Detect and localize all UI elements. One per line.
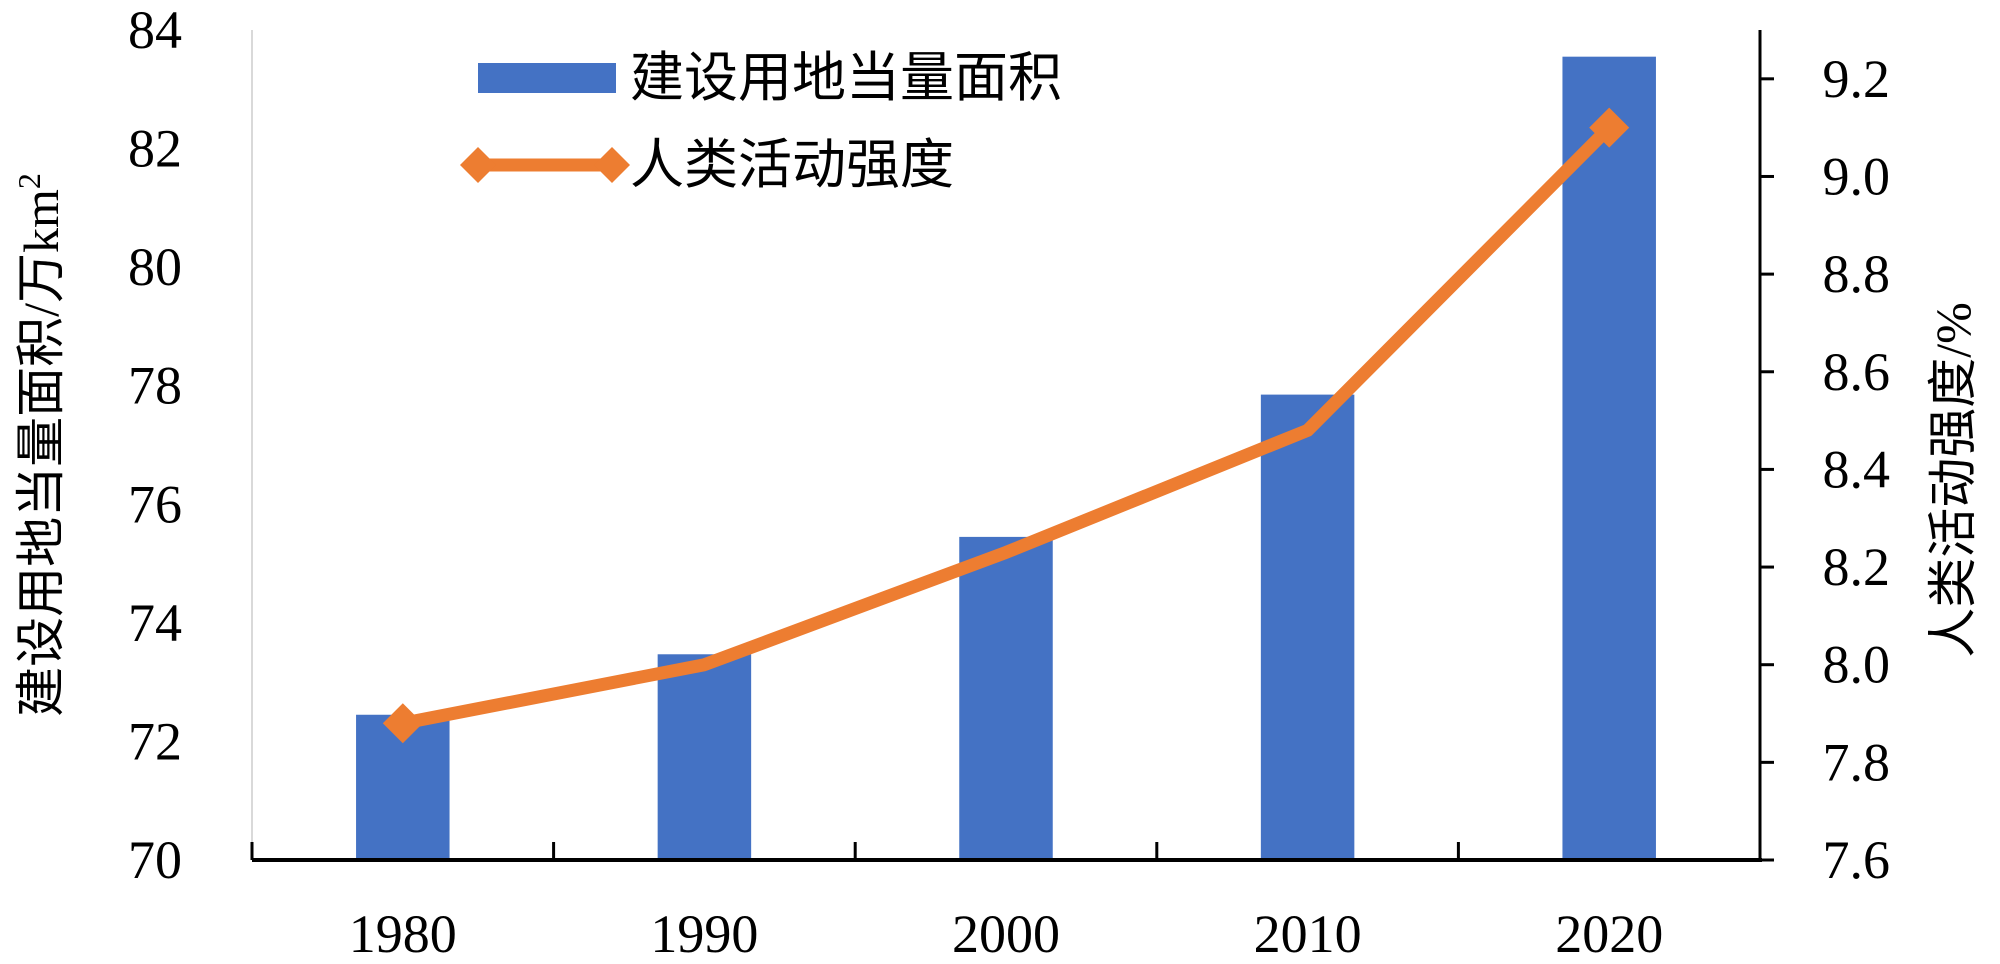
legend: 建设用地当量面积 人类活动强度 [460, 48, 1062, 195]
left-tick-label-80: 80 [128, 237, 182, 297]
line-series-layer [382, 107, 1630, 744]
left-tick-label-78: 78 [128, 356, 182, 416]
right-axis-ticks: 7.6 7.8 8.0 8.2 8.4 8.6 8.8 9.0 9.2 [1760, 49, 1890, 890]
right-axis-title: 人类活动强度/% [1925, 302, 1981, 658]
right-tick-label-9.0: 9.0 [1823, 146, 1891, 206]
line-series-path [396, 121, 1616, 730]
right-tick-label-8.0: 8.0 [1823, 635, 1891, 695]
bars-layer [356, 56, 1656, 860]
bar-2010 [1260, 394, 1355, 860]
x-tick-label-1990: 1990 [650, 904, 758, 964]
x-axis-ticks: 1980 1990 2000 2010 2020 [250, 842, 1762, 964]
right-tick-label-8.2: 8.2 [1823, 537, 1891, 597]
legend-line-label: 人类活动强度 [630, 135, 954, 195]
x-tick-label-1980: 1980 [349, 904, 457, 964]
line-marker-1980 [382, 703, 423, 744]
legend-line-marker-left [460, 147, 496, 183]
line-marker-2020 [1589, 107, 1630, 148]
axes-layer [251, 30, 1762, 862]
right-tick-label-8.8: 8.8 [1823, 244, 1891, 304]
legend-bar-swatch [478, 63, 616, 93]
left-tick-label-82: 82 [128, 119, 182, 179]
x-tick-label-2010: 2010 [1254, 904, 1362, 964]
right-tick-label-8.6: 8.6 [1823, 342, 1891, 402]
x-tick-label-2000: 2000 [952, 904, 1060, 964]
right-tick-label-9.2: 9.2 [1823, 49, 1891, 109]
left-tick-label-84: 84 [128, 0, 182, 60]
bar-1990 [657, 654, 752, 860]
right-tick-label-7.6: 7.6 [1823, 830, 1891, 890]
left-tick-label-74: 74 [128, 593, 182, 653]
left-axis-ticks: 70 72 74 76 78 80 82 84 [128, 0, 182, 890]
bar-2020 [1562, 56, 1656, 860]
legend-line-marker-right [594, 147, 630, 183]
left-axis-title: 建设用地当量面积/万km2 [11, 173, 69, 717]
right-tick-label-8.4: 8.4 [1823, 439, 1891, 499]
right-tick-label-7.8: 7.8 [1823, 732, 1891, 792]
x-tick-label-2020: 2020 [1555, 904, 1663, 964]
legend-bar-label: 建设用地当量面积 [630, 48, 1062, 108]
left-tick-label-72: 72 [128, 711, 182, 771]
bar-2000 [959, 536, 1053, 860]
left-tick-label-70: 70 [128, 830, 182, 890]
left-tick-label-76: 76 [128, 474, 182, 534]
